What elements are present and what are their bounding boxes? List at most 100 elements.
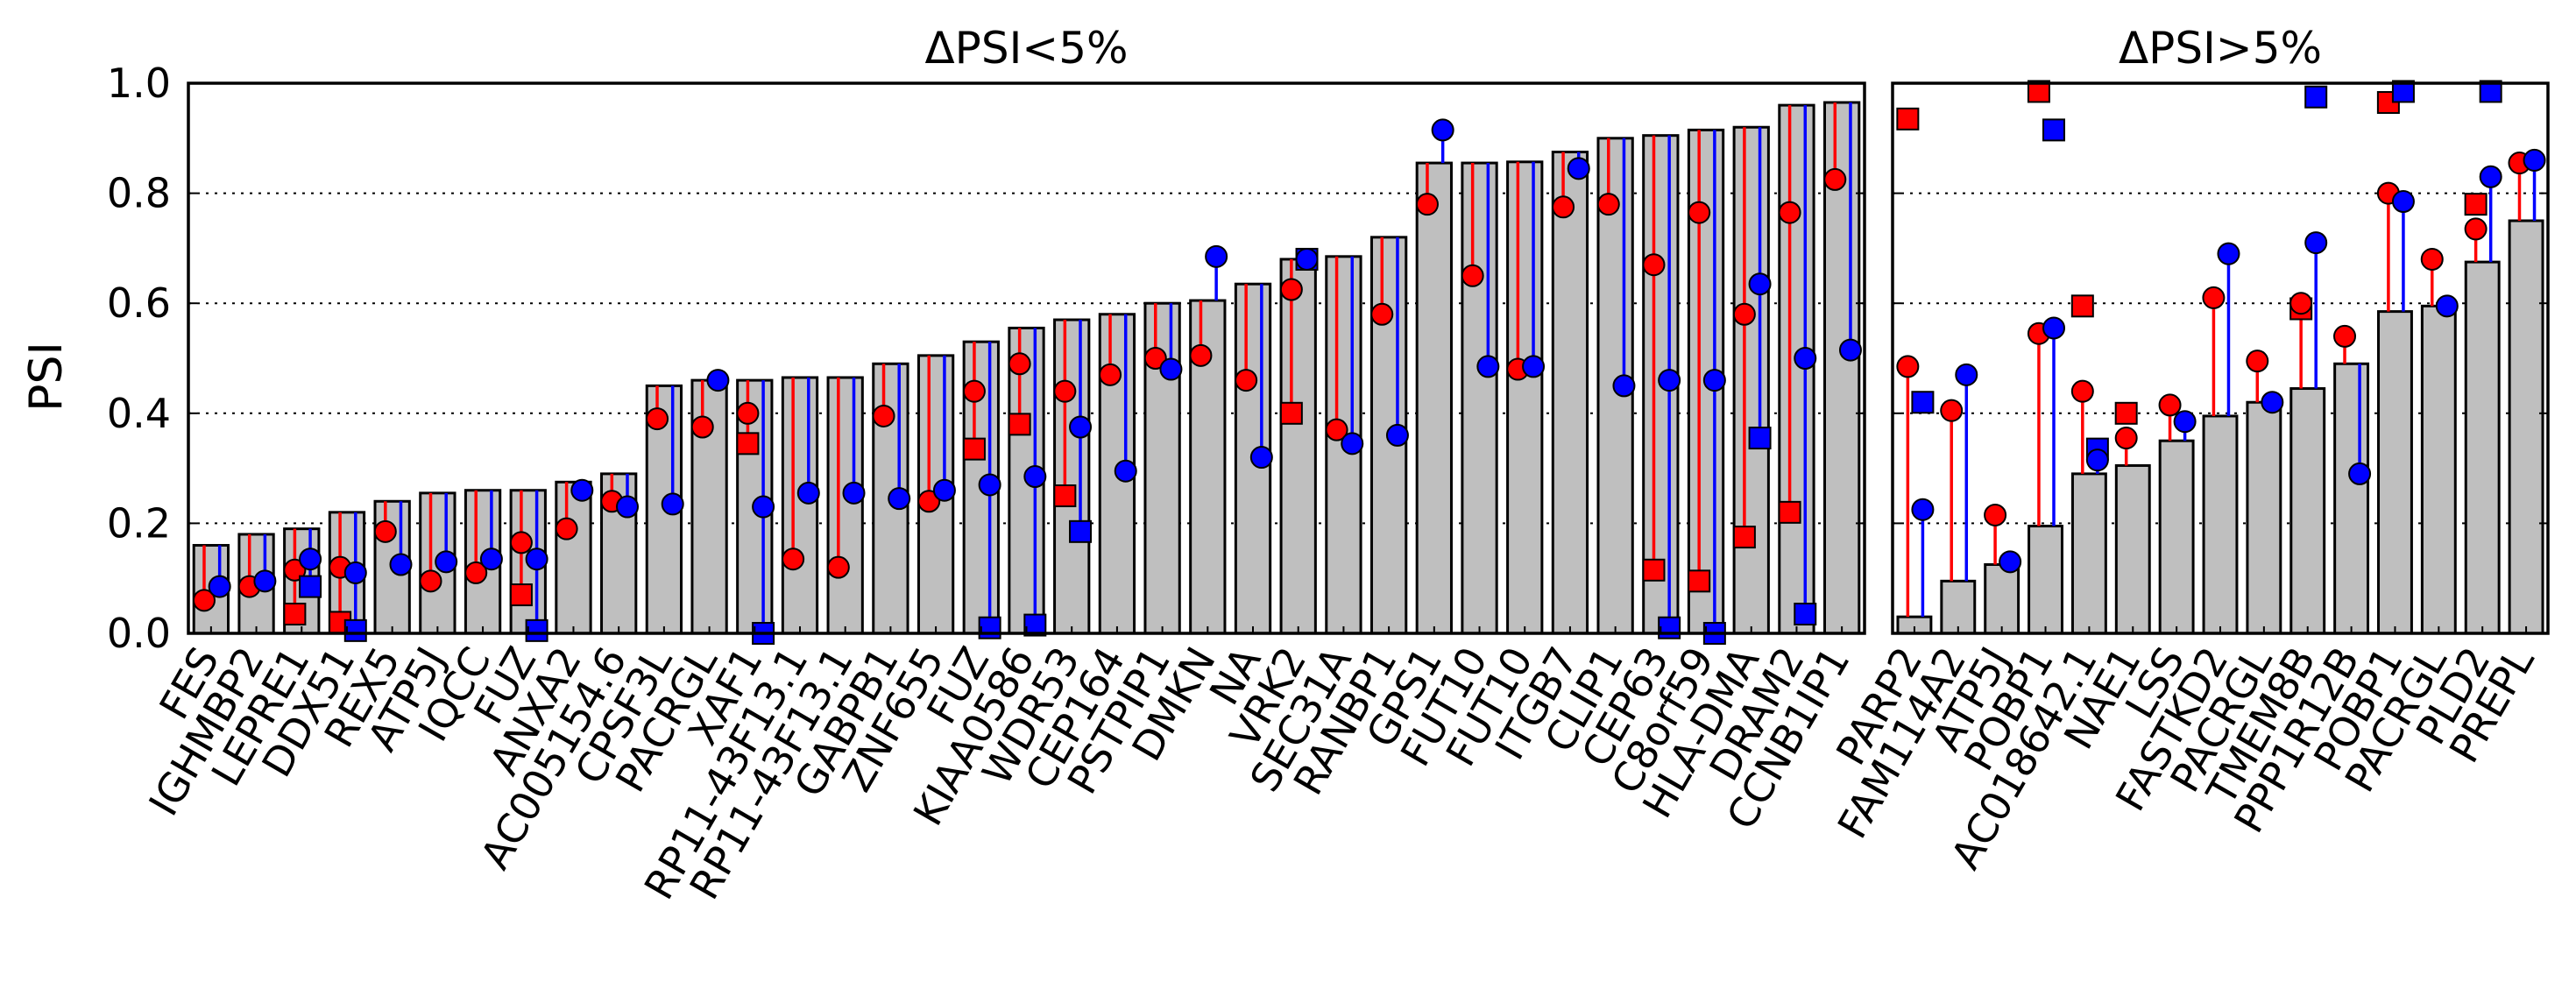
red-square-point [736, 432, 760, 456]
blue-circle-point [2391, 190, 2415, 214]
red-square-point [509, 583, 533, 607]
blue-circle-point [1748, 272, 1772, 296]
blue-square-point [1658, 616, 1681, 639]
red-circle-point [1143, 347, 1167, 370]
bar [2464, 260, 2501, 635]
red-square-point [1008, 413, 1031, 436]
bar [2508, 219, 2544, 635]
blue-square-point [299, 575, 322, 598]
red-square-point [1688, 569, 1711, 593]
y-tick-label: 0.4 [107, 390, 171, 437]
blue-circle-point [570, 478, 594, 502]
bar [2070, 472, 2107, 635]
blue-circle-point [1205, 244, 1228, 268]
red-circle-point [509, 531, 533, 554]
red-square-point [2114, 401, 2138, 425]
blue-circle-point [1567, 157, 1590, 180]
red-circle-point [373, 519, 397, 543]
blue-square-point [1069, 519, 1093, 543]
red-square-point [1053, 484, 1077, 507]
red-square-point [1279, 401, 1303, 425]
blue-circle-point [842, 481, 866, 505]
bar [1940, 579, 1977, 635]
blue-circle-point [1476, 355, 1500, 378]
blue-circle-point [1999, 550, 2022, 574]
bar [1053, 318, 1091, 635]
blue-circle-point [1114, 459, 1137, 483]
red-square-point [2464, 193, 2488, 216]
blue-circle-point [2435, 294, 2459, 318]
blue-circle-point [2348, 462, 2372, 485]
red-circle-point [782, 547, 805, 571]
red-circle-point [192, 589, 216, 612]
blue-circle-point [1955, 363, 1978, 386]
red-circle-point [1325, 418, 1348, 441]
red-circle-point [2246, 350, 2269, 373]
red-circle-point [917, 490, 941, 513]
bar [1778, 103, 1815, 635]
red-circle-point [1688, 201, 1711, 224]
blue-circle-point [2085, 449, 2109, 472]
y-tick-label: 0.8 [107, 170, 171, 217]
blue-circle-point [1295, 247, 1319, 271]
red-square-point [1732, 526, 1756, 549]
red-square-point [283, 603, 307, 626]
blue-circle-point [1385, 423, 1409, 447]
blue-square-point [978, 616, 1001, 639]
red-circle-point [1189, 343, 1213, 367]
red-circle-point [2158, 393, 2182, 417]
blue-circle-point [1249, 446, 1273, 470]
bar [2114, 463, 2151, 635]
blue-circle-point [2523, 148, 2546, 172]
red-circle-point [1778, 201, 1801, 224]
blue-circle-point [1794, 347, 1817, 370]
blue-circle-point [1023, 465, 1047, 489]
y-tick-label: 0.6 [107, 279, 171, 327]
blue-circle-point [343, 561, 367, 584]
blue-circle-point [1658, 369, 1681, 392]
red-circle-point [1008, 352, 1031, 376]
blue-square-point [1911, 391, 1935, 414]
red-circle-point [1099, 363, 1122, 386]
red-circle-point [2464, 217, 2488, 241]
red-circle-point [1279, 278, 1303, 301]
bar [555, 480, 592, 635]
blue-circle-point [2261, 391, 2284, 414]
red-circle-point [1053, 379, 1077, 403]
bar [1279, 258, 1317, 635]
blue-circle-point [932, 478, 956, 502]
blue-circle-point [1911, 498, 1935, 521]
blue-circle-point [525, 547, 548, 571]
panel-title: ΔPSI<5% [924, 23, 1128, 74]
red-circle-point [1732, 302, 1756, 326]
blue-circle-point [2217, 242, 2240, 265]
blue-circle-point [299, 547, 322, 571]
red-circle-point [2420, 247, 2444, 271]
blue-circle-point [1431, 118, 1454, 142]
blue-circle-point [978, 473, 1001, 497]
bar [2246, 400, 2282, 635]
red-circle-point [555, 517, 578, 540]
bar [2289, 387, 2326, 635]
red-circle-point [1370, 302, 1394, 326]
blue-circle-point [253, 569, 277, 593]
panel-delta-psi-lt5: FESIGHMBP2LEPRE1DDX51REX5ATP5JIQCCFUZANX… [20, 23, 1866, 908]
bar [1415, 161, 1453, 635]
blue-circle-point [2173, 410, 2197, 434]
red-circle-point [1596, 193, 1620, 216]
blue-circle-point [1612, 374, 1636, 398]
red-circle-point [464, 561, 488, 584]
red-circle-point [2070, 379, 2094, 403]
bar [2333, 362, 2370, 635]
y-tick-label: 0.2 [107, 499, 171, 547]
red-square-point [1642, 558, 1666, 582]
red-circle-point [1823, 167, 1847, 191]
red-circle-point [826, 555, 850, 579]
panel-title: ΔPSI>5% [2119, 23, 2322, 74]
red-circle-point [1984, 503, 2007, 526]
bar [1732, 125, 1770, 635]
red-circle-point [2289, 292, 2313, 315]
red-circle-point [1552, 195, 1575, 219]
y-tick-label: 1.0 [107, 60, 171, 107]
red-square-point [2070, 294, 2094, 318]
